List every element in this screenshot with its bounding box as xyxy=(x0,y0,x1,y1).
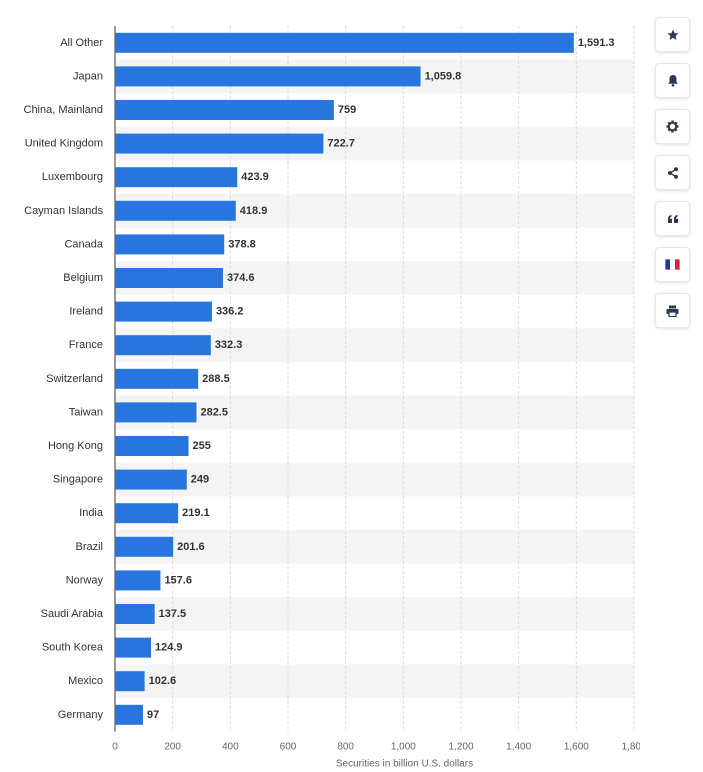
data-label: 336.2 xyxy=(216,306,244,318)
x-tick-label: 600 xyxy=(280,742,297,753)
category-label: Luxembourg xyxy=(42,171,103,183)
alert-button[interactable] xyxy=(655,63,690,98)
data-label: 97 xyxy=(147,709,159,721)
category-label: Canada xyxy=(64,238,103,250)
category-label: Japan xyxy=(73,70,103,82)
data-label: 418.9 xyxy=(240,205,268,217)
bar-chart: All Other Japan China, Mainland United King… xyxy=(24,26,640,770)
x-tick-label: 0 xyxy=(112,742,118,753)
bar[interactable] xyxy=(115,469,187,490)
bar[interactable] xyxy=(115,335,211,356)
data-label: 282.5 xyxy=(200,406,228,418)
bookmark-button[interactable] xyxy=(655,17,690,52)
category-label: India xyxy=(79,507,104,519)
bar[interactable] xyxy=(115,66,421,87)
bar[interactable] xyxy=(115,570,161,591)
category-label: Germany xyxy=(58,709,104,721)
settings-button[interactable] xyxy=(655,109,690,144)
x-tick-label: 1,200 xyxy=(448,742,473,753)
gear-icon xyxy=(666,120,679,133)
data-label: 759 xyxy=(338,104,356,116)
bar[interactable] xyxy=(115,268,224,288)
category-label: Saudi Arabia xyxy=(41,608,104,620)
share-icon xyxy=(667,166,678,179)
bar[interactable] xyxy=(115,503,179,524)
x-tick-label: 1,000 xyxy=(391,742,416,753)
x-tick-label: 400 xyxy=(222,742,239,753)
bar[interactable] xyxy=(115,704,143,725)
category-labels: All Other Japan China, Mainland United King… xyxy=(24,37,104,721)
data-label: 1,059.8 xyxy=(425,70,462,82)
toolbar xyxy=(655,17,690,339)
x-tick-label: 800 xyxy=(337,742,354,753)
data-label: 378.8 xyxy=(228,238,256,250)
value-labels: 1,591.3 1,059.8 759 722.7 423.9 418.9 378.8 374… xyxy=(147,37,615,721)
category-label: United Kingdom xyxy=(25,138,103,150)
category-label: Norway xyxy=(66,574,104,586)
x-tick-label: 1,400 xyxy=(506,742,531,753)
category-label: Hong Kong xyxy=(48,440,103,452)
category-label: Switzerland xyxy=(46,373,103,385)
data-label: 124.9 xyxy=(155,642,183,654)
category-label: France xyxy=(69,339,103,351)
data-label: 288.5 xyxy=(202,373,230,385)
data-label: 249 xyxy=(191,474,209,486)
x-tick-label: 200 xyxy=(164,742,181,753)
bar[interactable] xyxy=(115,402,197,423)
share-button[interactable] xyxy=(655,155,690,190)
data-label: 722.7 xyxy=(327,138,355,150)
star-icon xyxy=(667,29,678,40)
category-label: All Other xyxy=(60,37,103,49)
category-label: Belgium xyxy=(63,272,103,284)
row-band xyxy=(115,395,634,430)
data-label: 102.6 xyxy=(149,675,177,687)
row-band xyxy=(115,664,634,698)
x-axis-ticks: 0 200 400 600 800 1,000 1,200 1,400 1,600 1,800 xyxy=(112,742,640,753)
category-label: Brazil xyxy=(75,541,103,553)
bar[interactable] xyxy=(115,32,574,53)
data-label: 137.5 xyxy=(159,608,187,620)
category-label: Ireland xyxy=(69,306,103,318)
bar[interactable] xyxy=(115,133,324,154)
row-band xyxy=(115,462,634,497)
cite-button[interactable] xyxy=(655,201,690,236)
language-button[interactable] xyxy=(655,247,690,282)
category-label: Mexico xyxy=(68,675,103,687)
bar[interactable] xyxy=(115,301,212,322)
x-axis-title: Securities in billion U.S. dollars xyxy=(336,759,473,770)
data-label: 219.1 xyxy=(182,507,210,519)
print-icon xyxy=(666,305,679,317)
french-flag-icon xyxy=(665,259,680,270)
row-band xyxy=(115,597,634,631)
bar[interactable] xyxy=(115,100,334,120)
x-tick-label: 1,800 xyxy=(621,742,640,753)
bars xyxy=(115,32,574,725)
data-label: 201.6 xyxy=(177,541,205,553)
x-tick-label: 1,600 xyxy=(564,742,589,753)
data-label: 255 xyxy=(193,440,211,452)
data-label: 423.9 xyxy=(241,171,269,183)
bar[interactable] xyxy=(115,200,236,221)
bar[interactable] xyxy=(115,671,145,692)
bell-icon xyxy=(667,75,678,87)
category-label: Taiwan xyxy=(69,406,103,418)
category-label: Cayman Islands xyxy=(24,205,103,217)
data-label: 1,591.3 xyxy=(578,37,615,49)
bar[interactable] xyxy=(115,368,199,389)
quote-icon xyxy=(667,214,678,223)
bar[interactable] xyxy=(115,234,225,255)
category-label: China, Mainland xyxy=(24,104,104,116)
category-label: Singapore xyxy=(53,474,103,486)
category-label: South Korea xyxy=(42,642,104,654)
data-label: 332.3 xyxy=(215,339,243,351)
bar[interactable] xyxy=(115,167,238,188)
bar[interactable] xyxy=(115,637,152,658)
bar[interactable] xyxy=(115,604,155,624)
data-label: 157.6 xyxy=(164,574,192,586)
bar[interactable] xyxy=(115,536,174,557)
row-band xyxy=(115,530,634,564)
data-label: 374.6 xyxy=(227,272,255,284)
bar[interactable] xyxy=(115,436,189,456)
print-button[interactable] xyxy=(655,293,690,328)
